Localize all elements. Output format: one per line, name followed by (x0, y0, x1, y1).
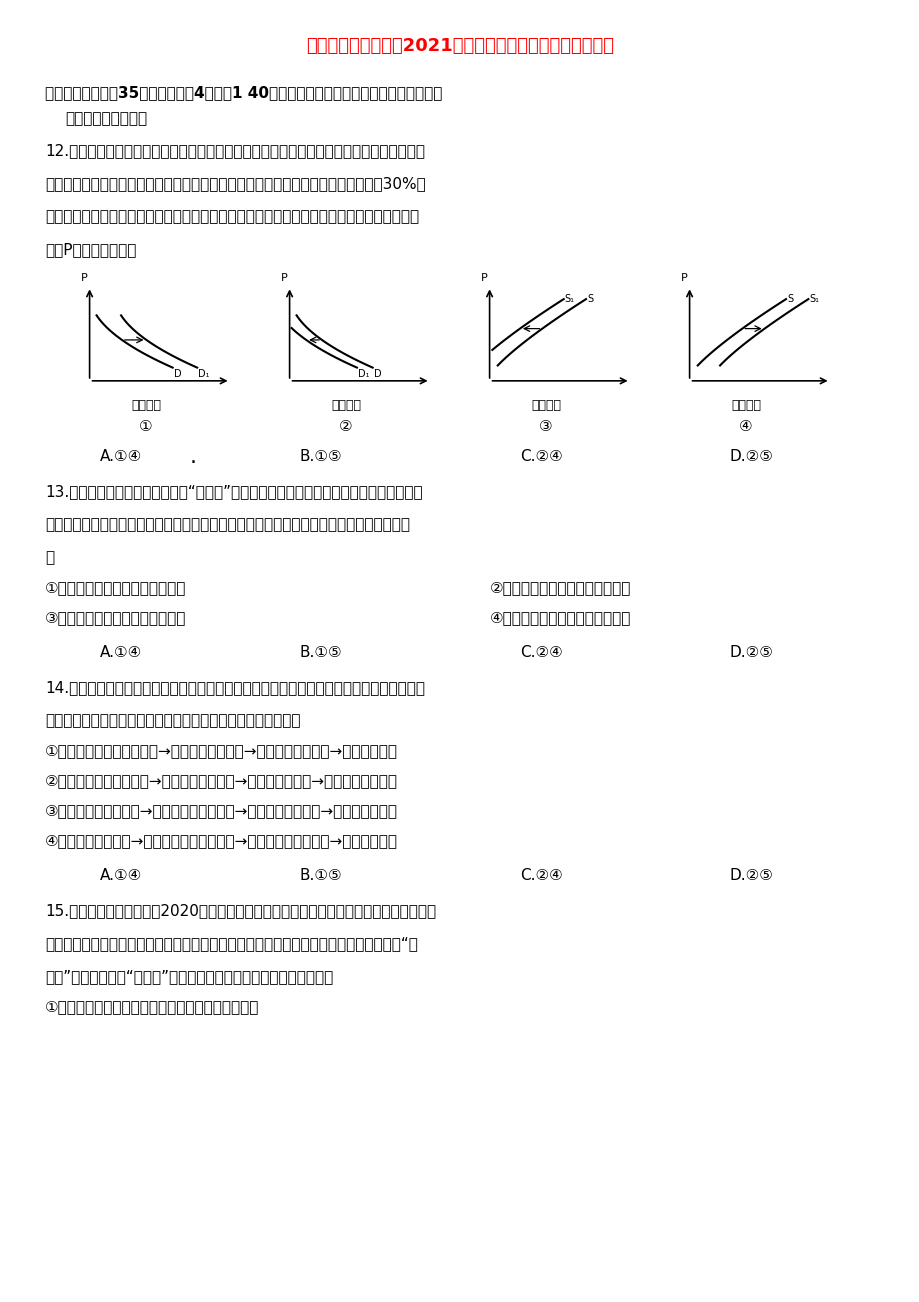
Text: 14.中央经济工作会议明确要求，宏观政策要强化逆周期调节，积极的财政政策要加力提效，: 14.中央经济工作会议明确要求，宏观政策要强化逆周期调节，积极的财政政策要加力提… (45, 680, 425, 695)
Text: P: P (680, 273, 687, 284)
Text: C.②④: C.②④ (519, 644, 562, 660)
Text: A.①④: A.①④ (100, 868, 142, 883)
Text: 式: 式 (45, 549, 54, 565)
Text: ③创新了服务模式，方便购物消费: ③创新了服务模式，方便购物消费 (45, 611, 187, 625)
Text: C.②④: C.②④ (519, 868, 562, 883)
Text: ②: ② (339, 419, 352, 434)
Text: 需排队结账，直接在小程序上就能刷脸或扫码支付，拿货走人，免去排队烦恼。这种支付方: 需排队结账，直接在小程序上就能刷脸或扫码支付，拿货走人，免去排队烦恼。这种支付方 (45, 517, 410, 533)
Text: ③深入推进增值税改革→实体企业的负担减轻→增加企业研发投入→推动供给侧改革: ③深入推进增值税改革→实体企业的负担减轻→增加企业研发投入→推动供给侧改革 (45, 803, 398, 818)
Text: 医疗、住房安全有保障，是贫困人口脱贫的基本要求和核心指标，直接关系攻坚战质量。“两: 医疗、住房安全有保障，是贫困人口脱贫的基本要求和核心指标，直接关系攻坚战质量。“… (45, 936, 417, 950)
Text: D₁: D₁ (198, 368, 210, 379)
Text: B.①⑤: B.①⑤ (300, 449, 342, 464)
Text: S₁: S₁ (564, 294, 574, 305)
Text: ②加大扶贯资金监控力度→资金得到有效利用→社会总供给增加→推动经济社会发展: ②加大扶贯资金监控力度→资金得到有效利用→社会总供给增加→推动经济社会发展 (45, 773, 398, 788)
Text: S: S (586, 294, 593, 305)
Text: D: D (373, 368, 380, 379)
Text: D: D (174, 368, 181, 379)
Text: A.①④: A.①④ (100, 644, 142, 660)
Text: 是符合题目要求的。: 是符合题目要求的。 (65, 111, 147, 126)
Text: ①加大小微型企业支持力度→企业生产能力提高→就业吸容功能增强→就业规模扩大: ①加大小微型企业支持力度→企业生产能力提高→就业吸容功能增强→就业规模扩大 (45, 743, 398, 758)
Text: S₁: S₁ (809, 294, 819, 305)
Text: 15.习近平总书记指出，到2020年稳定实现农村贫困人口不愁吃、不愁穿，义务教育、基本: 15.习近平总书记指出，到2020年稳定实现农村贫困人口不愁吃、不愁穿，义务教育… (45, 904, 436, 918)
Text: D.②⑤: D.②⑤ (729, 449, 773, 464)
Text: ④: ④ (738, 419, 752, 434)
Text: 是（P代表猪肉价格）: 是（P代表猪肉价格） (45, 242, 136, 256)
Text: 四川省阆中东风中学2021届高三政治上学期第七次周考试题: 四川省阆中东风中学2021届高三政治上学期第七次周考试题 (306, 36, 613, 55)
Text: P: P (481, 273, 487, 284)
Text: C.②④: C.②④ (519, 449, 562, 464)
Text: B.①⑤: B.①⑤ (300, 868, 342, 883)
Text: D.②⑤: D.②⑤ (729, 644, 773, 660)
Text: D₁: D₁ (357, 368, 369, 379)
Text: 13.沃尔玛与腾讯合作推出小程序“扫码购”，让一物一码成为可能，拿一件扫一件，顾客无: 13.沃尔玛与腾讯合作推出小程序“扫码购”，让一物一码成为可能，拿一件扫一件，顾… (45, 484, 422, 499)
Text: 12.一段时间以来，人工费价格持续走高，加上国内部分省份出现非洲猪瘟疫情，猪肉供给市: 12.一段时间以来，人工费价格持续走高，加上国内部分省份出现非洲猪瘟疫情，猪肉供… (45, 143, 425, 158)
Text: 不愁”基本解决了，“三保障”还存在不少薄弱环节。可见，脱贫攻坚要: 不愁”基本解决了，“三保障”还存在不少薄弱环节。可见，脱贫攻坚要 (45, 969, 333, 984)
Text: 牛肉供给: 牛肉供给 (731, 398, 760, 411)
Text: 猪肉供给: 猪肉供给 (530, 398, 561, 411)
Text: P: P (81, 273, 88, 284)
Text: 上，而牛肉受到了更多青睐，养殖户的养牛意愿也在增强。下列可以用来描述这一经济现象的: 上，而牛肉受到了更多青睐，养殖户的养牛意愿也在增强。下列可以用来描述这一经济现象… (45, 210, 419, 224)
Text: ④能减少现金使用，防止通货膨脹: ④能减少现金使用，防止通货膨脹 (490, 611, 630, 625)
Text: 一、选择题本题共35小题，每小题4分，共1 40分。在每小题给出的四个选项中，只有一项: 一、选择题本题共35小题，每小题4分，共1 40分。在每小题给出的四个选项中，只… (45, 85, 442, 100)
Text: D.②⑤: D.②⑤ (729, 868, 773, 883)
Text: 场存在较大压力，呈现整体偏紧格局，各类超市、农贸市场在售的猪肉价格平均上涨30%以: 场存在较大压力，呈现整体偏紧格局，各类超市、农贸市场在售的猪肉价格平均上涨30%… (45, 176, 425, 191)
Text: 实施更大规模的减税降费。这一政策发挥预期作用的传导路径是: 实施更大规模的减税降费。这一政策发挥预期作用的传导路径是 (45, 713, 301, 728)
Text: ①改变了货币本质，实现直接交易: ①改变了货币本质，实现直接交易 (45, 579, 187, 595)
Text: ①保持政策的稳定性，加快推进基本公共服务均等化: ①保持政策的稳定性，加快推进基本公共服务均等化 (45, 999, 259, 1014)
Text: ·: · (190, 453, 197, 473)
Text: 猪肉需求: 猪肉需求 (331, 398, 360, 411)
Text: B.①⑤: B.①⑤ (300, 644, 342, 660)
Text: 牛肉需求: 牛肉需求 (130, 398, 161, 411)
Text: S: S (786, 294, 792, 305)
Text: ①: ① (139, 419, 153, 434)
Text: ③: ③ (539, 419, 552, 434)
Text: P: P (281, 273, 288, 284)
Text: A.①④: A.①④ (100, 449, 142, 464)
Text: ②体现了人机交互手段的强大功能: ②体现了人机交互手段的强大功能 (490, 579, 630, 595)
Text: ④调整进口关税税率→减轻进口商品消费负担→满足多层次消费偏好→促进出口增长: ④调整进口关税税率→减轻进口商品消费负担→满足多层次消费偏好→促进出口增长 (45, 833, 398, 848)
